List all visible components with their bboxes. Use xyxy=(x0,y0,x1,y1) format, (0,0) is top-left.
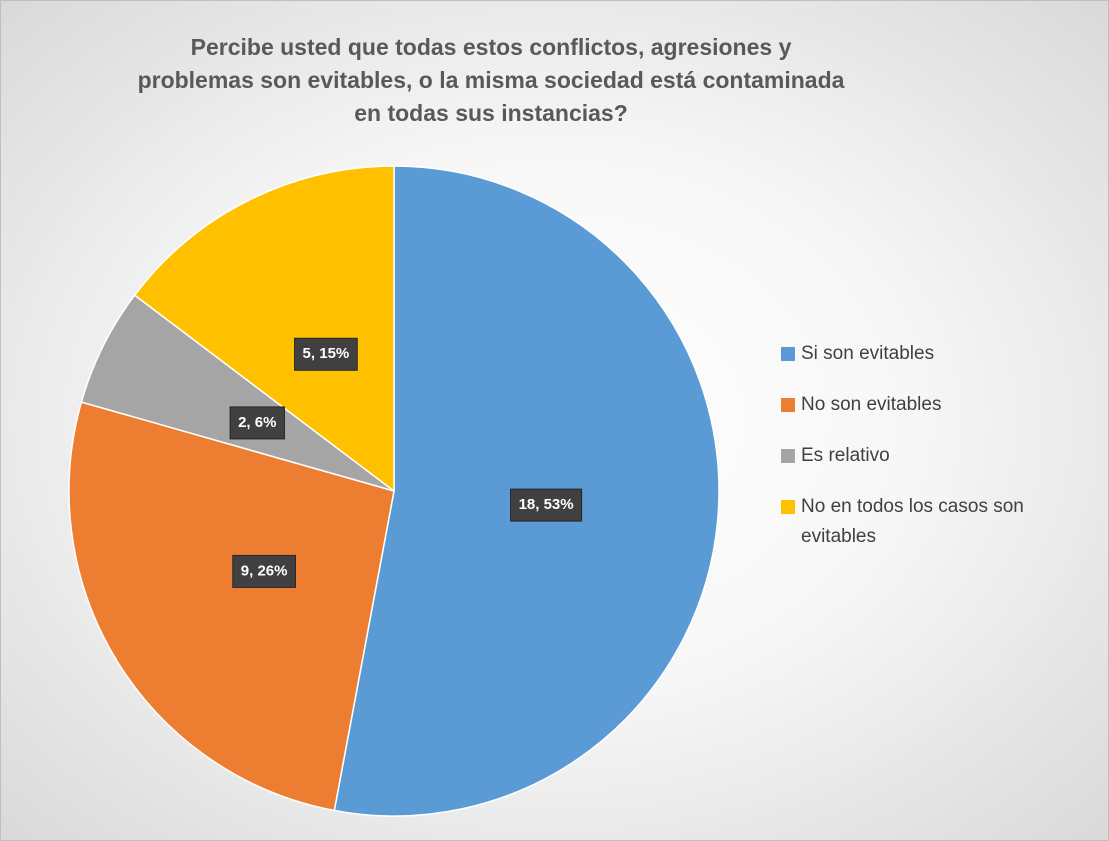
data-label-text: 5, 15% xyxy=(303,345,350,362)
legend-item: No son evitables xyxy=(781,390,1101,420)
data-label-text: 2, 6% xyxy=(238,414,276,431)
legend-label: No son evitables xyxy=(801,394,942,415)
chart-title: Percibe usted que todas estos conflictos… xyxy=(137,34,845,126)
data-label-box xyxy=(229,406,285,440)
pie-slice xyxy=(68,401,395,812)
data-label: 18, 53% xyxy=(510,488,583,522)
data-label-box xyxy=(294,337,358,371)
data-label: 2, 6% xyxy=(229,406,285,440)
legend-swatch xyxy=(781,347,795,361)
legend-swatch xyxy=(781,449,795,463)
legend-item: No en todos los casos son evitables xyxy=(781,492,1101,552)
legend: Si son evitables No son evitables Es relat… xyxy=(781,339,1101,573)
legend-item: Si son evitables xyxy=(781,339,1101,369)
legend-label: No en todos los casos son evitables xyxy=(801,496,1024,547)
data-label: 5, 15% xyxy=(294,337,358,371)
legend-item: Es relativo xyxy=(781,441,1101,471)
data-label-box xyxy=(510,488,583,522)
data-label-box xyxy=(232,554,296,588)
data-label-text: 18, 53% xyxy=(519,496,574,513)
data-label-text: 9, 26% xyxy=(241,562,288,579)
legend-label: Si son evitables xyxy=(801,343,935,364)
legend-label: Es relativo xyxy=(801,445,890,466)
legend-swatch xyxy=(781,500,795,514)
pie-slice xyxy=(133,165,395,493)
legend-swatch xyxy=(781,398,795,412)
data-label: 9, 26% xyxy=(232,554,296,588)
